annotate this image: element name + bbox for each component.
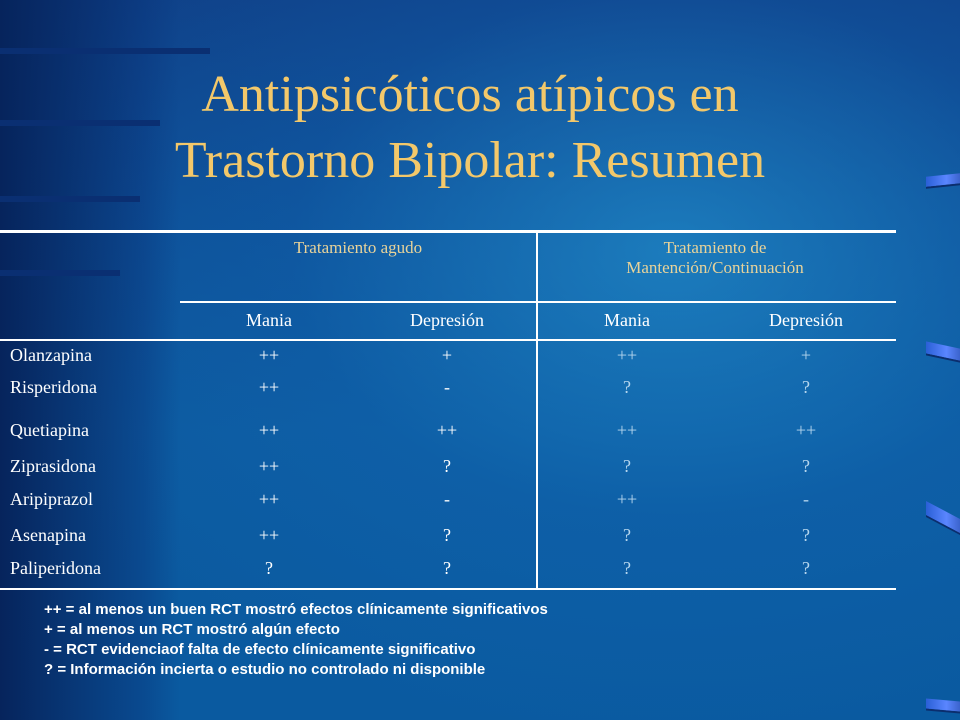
table-cell: ++ <box>258 489 280 509</box>
table-column-divider <box>536 232 538 590</box>
column-header: Depresión <box>410 310 484 330</box>
legend-item: + = al menos un RCT mostró algún efecto <box>44 621 340 638</box>
drug-name: Aripiprazol <box>10 489 93 509</box>
table-cell: ++ <box>258 345 280 365</box>
drug-name: Risperidona <box>10 377 97 397</box>
column-header: Depresión <box>769 310 843 330</box>
table-cell: ? <box>623 525 631 545</box>
table-cell: ++ <box>616 345 638 365</box>
group-header-acute: Tratamiento agudo <box>293 238 423 257</box>
table-cell: ? <box>802 377 810 397</box>
drug-name: Olanzapina <box>10 345 92 365</box>
drug-name: Paliperidona <box>10 558 101 578</box>
background-stripe <box>0 120 160 126</box>
table-cell: ? <box>443 558 451 578</box>
group-header-maintenance: Tratamiento de Mantención/Continuación <box>626 238 804 277</box>
column-header: Mania <box>246 310 292 330</box>
table-cell: - <box>444 489 450 509</box>
table-cell: + <box>800 345 812 365</box>
legend-item: ++ = al menos un buen RCT mostró efectos… <box>44 601 548 618</box>
table-cell: ? <box>802 558 810 578</box>
table-cell: ? <box>802 456 810 476</box>
table-cell: ++ <box>436 420 458 440</box>
table-cell: ++ <box>258 377 280 397</box>
title-line-1: Antipsicóticos atípicos en <box>201 66 739 123</box>
table-cell: ? <box>623 456 631 476</box>
background-stripe <box>0 196 140 202</box>
table-cell: + <box>441 345 453 365</box>
table-cell: ++ <box>616 489 638 509</box>
table-cell: ? <box>623 377 631 397</box>
table-cell: ++ <box>258 420 280 440</box>
table-cell: ++ <box>258 525 280 545</box>
slide-title: Antipsicóticos atípicos en Trastorno Bip… <box>120 62 820 194</box>
table-cell: - <box>803 489 809 509</box>
drug-name: Asenapina <box>10 525 86 545</box>
table-top-rule <box>0 230 896 233</box>
table-cell: ? <box>265 558 273 578</box>
background-stripe <box>0 48 210 54</box>
column-header: Mania <box>604 310 650 330</box>
table-bottom-rule <box>0 588 896 590</box>
legend-item: - = RCT evidenciaof falta de efecto clín… <box>44 641 476 658</box>
table-cell: ? <box>443 525 451 545</box>
background-stripe <box>0 270 120 276</box>
title-line-2: Trastorno Bipolar: Resumen <box>174 132 766 189</box>
table-cell: ++ <box>258 456 280 476</box>
legend: ++ = al menos un buen RCT mostró efectos… <box>44 600 548 680</box>
table-cell: - <box>444 377 450 397</box>
table-columns-rule <box>0 339 896 341</box>
table-cell: ++ <box>795 420 817 440</box>
drug-name: Ziprasidona <box>10 456 96 476</box>
table-cell: ? <box>802 525 810 545</box>
drug-name: Quetiapina <box>10 420 89 440</box>
table-cell: ++ <box>616 420 638 440</box>
table-header-rule <box>180 301 896 303</box>
table-cell: ? <box>443 456 451 476</box>
legend-item: ? = Información incierta o estudio no co… <box>44 661 486 678</box>
table-cell: ? <box>623 558 631 578</box>
